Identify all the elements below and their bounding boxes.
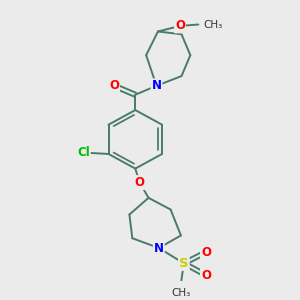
Text: O: O: [109, 79, 119, 92]
Text: Cl: Cl: [77, 146, 90, 159]
Text: CH₃: CH₃: [171, 288, 190, 298]
Text: S: S: [179, 257, 189, 270]
Text: N: N: [152, 79, 161, 92]
Text: CH₃: CH₃: [204, 20, 223, 29]
Text: N: N: [154, 242, 164, 254]
Text: O: O: [201, 268, 211, 281]
Text: O: O: [201, 246, 211, 259]
Text: O: O: [135, 176, 145, 189]
Text: O: O: [175, 20, 185, 32]
